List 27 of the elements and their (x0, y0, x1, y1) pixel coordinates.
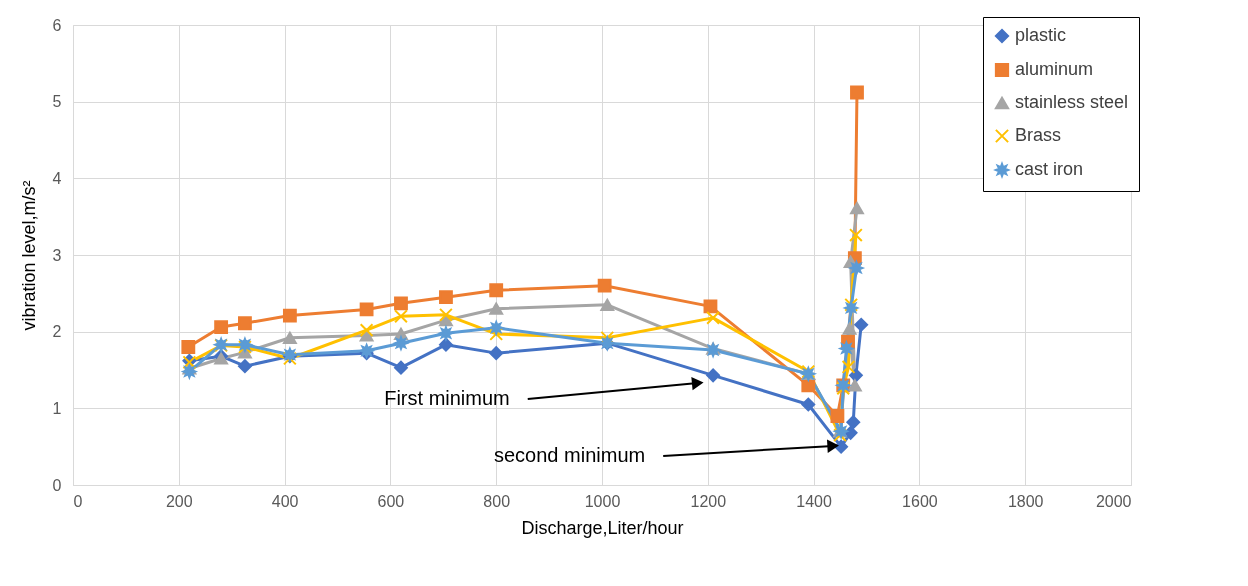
x-tick-label: 1000 (584, 492, 621, 510)
legend-label: aluminum (1015, 59, 1094, 79)
y-tick-label: 5 (52, 93, 62, 111)
x-axis-title: Discharge,Liter/hour (521, 517, 684, 538)
legend-label: stainless steel (1015, 92, 1129, 112)
y-tick-label: 0 (52, 476, 62, 494)
legend-label: cast iron (1015, 159, 1084, 179)
y-tick-label: 3 (52, 246, 62, 264)
x-tick-label: 800 (483, 492, 511, 510)
x-tick-label: 600 (377, 492, 405, 510)
y-axis-title: vibration level,m/s² (18, 180, 39, 331)
y-tick-label: 1 (52, 399, 62, 417)
x-tick-label: 0 (73, 492, 83, 510)
y-tick-label: 6 (52, 16, 62, 34)
x-tick-label: 200 (165, 492, 193, 510)
x-tick-label: 1200 (690, 492, 727, 510)
x-tick-label: 2000 (1095, 492, 1132, 510)
legend-label: Brass (1015, 125, 1062, 145)
x-tick-label: 1600 (902, 492, 938, 510)
legend-label: plastic (1015, 25, 1067, 45)
x-tick-label: 1400 (796, 492, 832, 510)
annotation: second minimum (494, 443, 646, 466)
annotation: First minimum (384, 387, 510, 410)
y-tick-label: 2 (52, 323, 62, 341)
x-tick-label: 1800 (1007, 492, 1044, 510)
y-tick-label: 4 (52, 169, 62, 187)
x-tick-label: 400 (271, 492, 299, 510)
